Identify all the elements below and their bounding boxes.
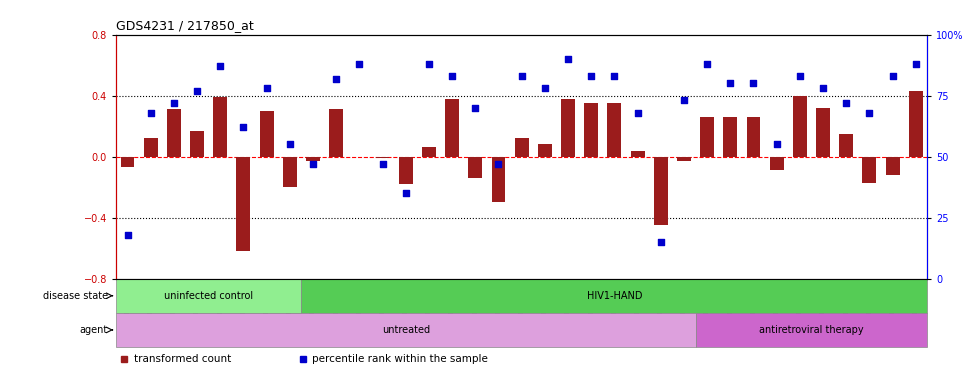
Point: [259, 85, 274, 91]
Bar: [863, 157, 876, 182]
Point: [699, 61, 715, 67]
Bar: [700, 117, 714, 157]
Text: disease state: disease state: [43, 291, 108, 301]
Bar: [515, 138, 528, 157]
Point: [166, 100, 182, 106]
Point: [328, 75, 344, 81]
Bar: [116, 279, 301, 313]
Bar: [283, 157, 297, 187]
Point: [514, 73, 529, 79]
Bar: [724, 117, 737, 157]
Bar: [376, 157, 389, 158]
Point: [583, 73, 599, 79]
Point: [653, 239, 668, 245]
Point: [305, 161, 321, 167]
Bar: [816, 108, 830, 157]
Text: antiretroviral therapy: antiretroviral therapy: [759, 325, 864, 335]
Point: [769, 141, 784, 147]
Point: [838, 100, 854, 106]
Point: [746, 80, 761, 86]
Bar: [237, 157, 250, 251]
Point: [236, 124, 251, 131]
Text: transformed count: transformed count: [133, 354, 231, 364]
Point: [676, 98, 692, 104]
Point: [282, 141, 298, 147]
Point: [792, 73, 808, 79]
Bar: [306, 157, 320, 161]
Bar: [584, 103, 598, 157]
Text: agent: agent: [79, 325, 108, 335]
Point: [444, 73, 460, 79]
Bar: [144, 138, 157, 157]
Text: HIV1-HAND: HIV1-HAND: [586, 291, 642, 301]
Point: [421, 61, 437, 67]
Bar: [116, 313, 696, 347]
Text: GDS4231 / 217850_at: GDS4231 / 217850_at: [116, 19, 254, 32]
Text: percentile rank within the sample: percentile rank within the sample: [312, 354, 488, 364]
Point: [885, 73, 900, 79]
Point: [143, 109, 158, 116]
Bar: [190, 131, 204, 157]
Bar: [608, 103, 621, 157]
Point: [491, 161, 506, 167]
Bar: [631, 151, 644, 157]
Bar: [561, 99, 575, 157]
Point: [630, 109, 645, 116]
Point: [120, 232, 135, 238]
Bar: [213, 97, 227, 157]
Point: [375, 161, 390, 167]
Point: [213, 63, 228, 70]
Text: untreated: untreated: [382, 325, 430, 335]
Bar: [696, 313, 927, 347]
Bar: [329, 109, 343, 157]
Point: [537, 85, 553, 91]
Bar: [399, 157, 412, 184]
Bar: [770, 157, 783, 170]
Bar: [422, 147, 436, 157]
Bar: [886, 157, 899, 175]
Point: [468, 105, 483, 111]
Point: [862, 109, 877, 116]
Point: [723, 80, 738, 86]
Point: [189, 88, 205, 94]
Text: uninfected control: uninfected control: [164, 291, 253, 301]
Bar: [654, 157, 668, 225]
Bar: [909, 91, 923, 157]
Point: [607, 73, 622, 79]
Bar: [167, 109, 181, 157]
Point: [908, 61, 923, 67]
Bar: [492, 157, 505, 202]
Bar: [469, 157, 482, 178]
Bar: [747, 117, 760, 157]
Point: [815, 85, 831, 91]
Bar: [121, 157, 134, 167]
Point: [352, 61, 367, 67]
Bar: [839, 134, 853, 157]
Point: [398, 190, 413, 196]
Bar: [260, 111, 273, 157]
Bar: [538, 144, 552, 157]
Bar: [445, 99, 459, 157]
Bar: [301, 279, 927, 313]
Bar: [793, 96, 807, 157]
Bar: [677, 157, 691, 161]
Point: [560, 56, 576, 62]
